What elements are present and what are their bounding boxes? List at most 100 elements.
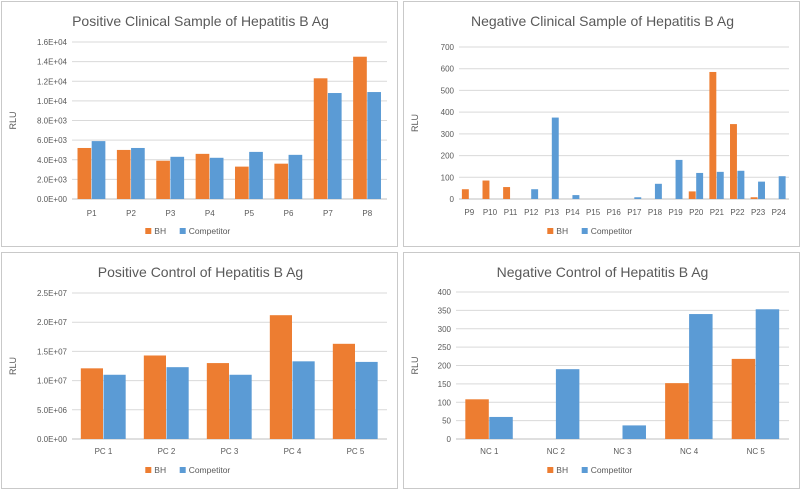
- y-tick-label: 500: [441, 86, 455, 95]
- x-tick-label: P10: [483, 208, 498, 217]
- legend: BH Competitor: [145, 226, 230, 236]
- bar-bh-nc4: [665, 383, 689, 439]
- legend: BH Competitor: [145, 465, 230, 475]
- y-tick-label: 300: [438, 325, 452, 334]
- bar-bh-pc3: [206, 363, 229, 439]
- legend-label-bh: BH: [556, 226, 568, 236]
- chart-panel-positive-clinical: Positive Clinical Sample of Hepatitis B …: [1, 1, 398, 247]
- bar-competitor-p2: [131, 147, 145, 199]
- y-tick-label: 50: [442, 417, 451, 426]
- y-tick-label: 400: [438, 288, 452, 297]
- y-tick-label: 200: [441, 152, 455, 161]
- chart-title: Positive Clinical Sample of Hepatitis B …: [72, 13, 329, 29]
- chart-panel-negative-control: Negative Control of Hepatitis B Ag RLU 0 50…: [403, 252, 800, 489]
- x-tick-label: PC 1: [95, 447, 113, 456]
- bar-bh-nc5: [731, 358, 756, 439]
- bar-competitor-p12: [531, 189, 539, 199]
- x-tick-label: P23: [751, 208, 766, 217]
- legend-swatch-competitor: [581, 467, 588, 473]
- y-tick-label: 1.0E+07: [37, 377, 68, 386]
- bar-competitor-p6: [288, 154, 303, 199]
- bar-competitor-p21: [716, 171, 724, 199]
- y-tick-label: 2.5E+07: [37, 289, 68, 298]
- x-tick-label: P24: [772, 208, 787, 217]
- bar-competitor-p5: [249, 151, 263, 199]
- y-tick-label: 0: [450, 195, 455, 204]
- chart-panel-negative-clinical: Negative Clinical Sample of Hepatitis B …: [403, 1, 800, 247]
- x-tick-label: P20: [689, 208, 704, 217]
- x-tick-label: PC 2: [158, 447, 176, 456]
- x-tick-label: PC 5: [347, 447, 365, 456]
- y-tick-label: 400: [441, 108, 455, 117]
- bar-bh-p22: [730, 124, 737, 199]
- bar-bh-p9: [461, 189, 469, 199]
- chart-title: Positive Control of Hepatitis B Ag: [98, 264, 303, 280]
- y-tick-label: 100: [441, 173, 455, 182]
- y-tick-label: 300: [441, 130, 455, 139]
- chart-negative-control: Negative Control of Hepatitis B Ag RLU 0 50…: [410, 264, 789, 475]
- y-tick-label: 1.2E+04: [37, 77, 68, 86]
- legend-label-bh: BH: [556, 465, 568, 475]
- x-tick-label: P2: [126, 209, 136, 218]
- x-tick-label: P11: [504, 208, 518, 217]
- bar-bh-p4: [195, 153, 210, 199]
- y-axis-label: RLU: [410, 356, 420, 374]
- y-axis-label: RLU: [410, 114, 420, 132]
- y-tick-label: 0.0E+00: [37, 195, 68, 204]
- legend-swatch-competitor: [179, 467, 186, 473]
- x-tick-label: NC 3: [613, 447, 632, 456]
- x-tick-label: PC 3: [221, 447, 239, 456]
- x-tick-label: NC 5: [747, 447, 766, 456]
- legend-swatch-competitor: [581, 228, 588, 234]
- legend-label-competitor: Competitor: [591, 465, 633, 475]
- legend-label-bh: BH: [154, 465, 166, 475]
- y-tick-label: 600: [441, 65, 455, 74]
- legend-label-competitor: Competitor: [189, 465, 231, 475]
- x-tick-label: P3: [166, 209, 176, 218]
- y-tick-label: 8.0E+03: [37, 117, 68, 126]
- y-tick-label: 1.6E+04: [37, 38, 68, 47]
- x-tick-label: P16: [607, 208, 622, 217]
- x-tick-label: P7: [323, 209, 333, 218]
- x-tick-label: P18: [648, 208, 663, 217]
- legend-label-competitor: Competitor: [591, 226, 633, 236]
- chart-title: Negative Control of Hepatitis B Ag: [497, 264, 709, 280]
- bar-bh-pc2: [143, 355, 166, 439]
- bar-bh-p10: [482, 180, 490, 199]
- y-tick-label: 1.0E+04: [37, 97, 68, 106]
- y-tick-label: 100: [438, 398, 452, 407]
- x-tick-label: P15: [586, 208, 601, 217]
- x-tick-label: NC 2: [547, 447, 566, 456]
- y-tick-label: 0: [447, 435, 452, 444]
- x-tick-label: P9: [464, 208, 474, 217]
- bar-bh-p23: [750, 197, 758, 199]
- x-tick-label: P22: [730, 208, 745, 217]
- bar-bh-p21: [709, 71, 717, 199]
- y-axis-label: RLU: [8, 111, 18, 129]
- y-tick-label: 0.0E+00: [37, 435, 68, 444]
- legend-swatch-bh: [547, 467, 554, 473]
- bar-bh-p1: [77, 147, 92, 199]
- bar-bh-p3: [156, 160, 170, 199]
- chart-title: Negative Clinical Sample of Hepatitis B …: [471, 13, 734, 29]
- x-tick-label: P5: [244, 209, 254, 218]
- x-tick-label: NC 1: [480, 447, 499, 456]
- x-tick-label: P1: [87, 209, 97, 218]
- y-tick-label: 6.0E+03: [37, 136, 68, 145]
- bar-competitor-p24: [778, 176, 786, 199]
- y-tick-label: 2.0E+03: [37, 175, 68, 184]
- x-tick-label: NC 4: [680, 447, 699, 456]
- legend-label-competitor: Competitor: [189, 226, 231, 236]
- bar-competitor-p14: [572, 195, 580, 199]
- bar-bh-pc1: [80, 368, 103, 439]
- bar-bh-p2: [116, 149, 131, 199]
- y-tick-label: 700: [441, 43, 455, 52]
- legend-label-bh: BH: [154, 226, 166, 236]
- bar-bh-p7: [313, 78, 328, 199]
- bar-competitor-pc1: [103, 374, 126, 439]
- legend-swatch-bh: [145, 467, 152, 473]
- bar-competitor-pc5: [355, 361, 378, 439]
- bar-competitor-pc3: [229, 374, 252, 439]
- x-tick-label: PC 4: [284, 447, 302, 456]
- bar-competitor-p18: [654, 183, 662, 199]
